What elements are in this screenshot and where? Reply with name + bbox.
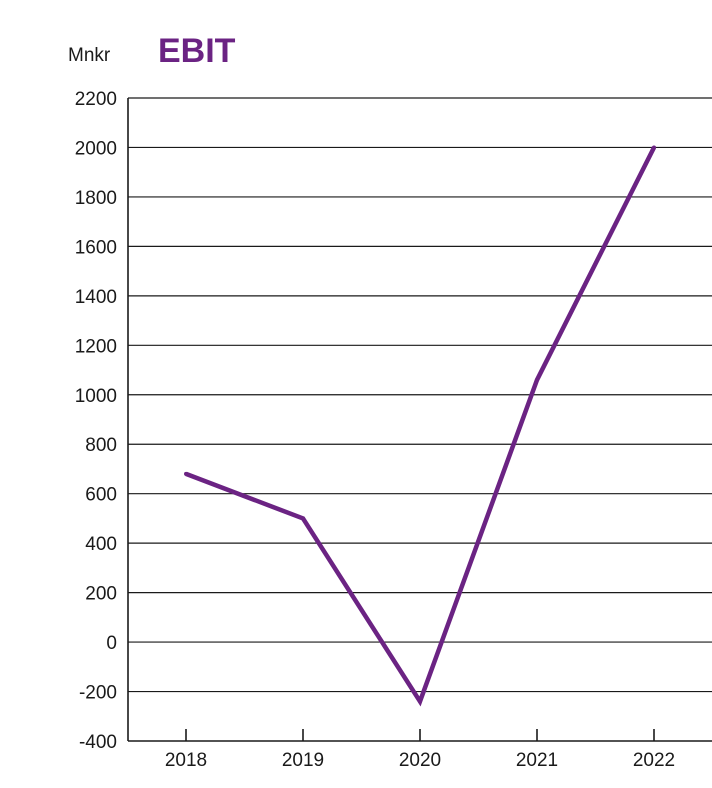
series-layer [184,145,657,707]
x-tick-label: 2019 [282,750,324,771]
data-point-2021 [535,377,539,382]
y-tick-label: -200 [79,683,117,704]
y-tick-label: 200 [85,584,117,605]
x-tick-label: 2020 [399,750,441,771]
y-tick-label: 2000 [75,138,117,159]
y-tick-label: 0 [106,633,117,654]
gridlines [128,97,712,693]
y-tick-label: 400 [85,534,117,555]
y-axis-unit-label: Mnkr [68,45,111,66]
y-tick-label: 1000 [75,386,117,407]
y-tick-label: 800 [85,435,117,456]
x-tick-label: 2018 [165,750,207,771]
y-tick-label: 1200 [75,336,117,357]
x-tick-marks [185,729,655,741]
x-tick-labels: 2018 2019 2020 2021 2022 [165,750,675,771]
y-tick-label: 1800 [75,188,117,209]
x-tick-label: 2021 [516,750,558,771]
x-tick-label: 2022 [633,750,675,771]
y-tick-label: 600 [85,485,117,506]
ebit-series-line [185,146,657,707]
data-point-2018 [184,471,188,476]
data-point-2022 [652,145,656,150]
y-tick-label: -400 [79,732,117,753]
data-point-2019 [301,516,305,521]
y-tick-label: 1400 [75,287,117,308]
y-tick-labels: 2200200018001600140012001000800600400200… [75,89,117,753]
y-tick-label: 2200 [75,89,117,110]
chart-title: EBIT [158,32,236,70]
y-tick-label: 1600 [75,237,117,258]
data-point-2020 [418,699,422,704]
